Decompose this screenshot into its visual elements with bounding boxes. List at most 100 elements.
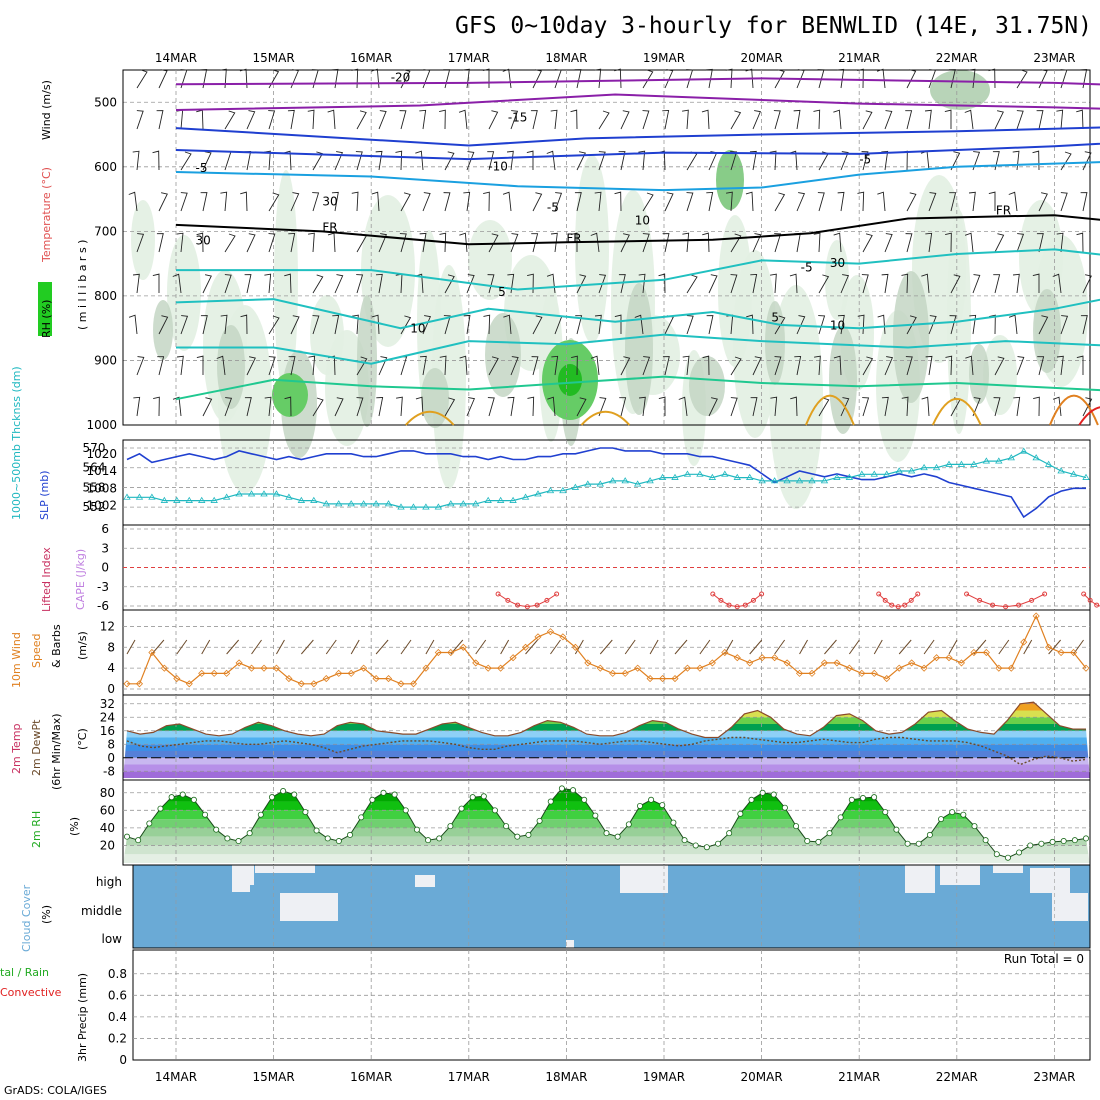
wind-speed-marker — [210, 669, 218, 677]
wind-barb — [686, 151, 698, 171]
wind-barb — [837, 191, 845, 212]
wind-barb — [488, 233, 499, 253]
wind-barb — [814, 355, 821, 376]
rh-marker — [436, 835, 443, 842]
rh-area — [969, 344, 989, 404]
wind-barb — [945, 232, 952, 253]
isotherm-line — [176, 248, 1100, 291]
wind-barb — [180, 192, 188, 212]
wind-barb — [136, 233, 145, 253]
wind-barb — [790, 396, 798, 417]
wind-barb — [1076, 232, 1084, 253]
rh-area — [983, 335, 1017, 415]
thickness-marker — [945, 460, 953, 467]
top-date-label: 18MAR — [545, 51, 587, 65]
wind-barb — [510, 356, 519, 376]
rh-marker — [257, 811, 264, 818]
wind-barb — [1060, 69, 1068, 89]
wind-barb — [1016, 356, 1025, 376]
wind-barb — [708, 274, 718, 294]
rh-marker — [558, 785, 565, 792]
rh2m-label: 2m RH — [30, 811, 43, 848]
wind-barb — [774, 69, 785, 89]
wind-barb — [1056, 232, 1064, 253]
wind-barb — [176, 109, 184, 130]
wind-barb — [224, 274, 232, 294]
wind-barb — [833, 109, 842, 130]
wind-barb-10m — [599, 639, 613, 655]
wind-barb — [246, 356, 256, 376]
rh-marker — [781, 804, 788, 811]
wind-speed-marker — [982, 648, 990, 657]
wind-barb — [308, 355, 316, 376]
rh-band — [123, 788, 1090, 793]
wind-barb — [1036, 233, 1044, 253]
wind-barb — [311, 69, 319, 89]
wind-barb — [862, 397, 870, 417]
thickness-marker — [646, 477, 654, 484]
wind-barb — [840, 397, 850, 417]
thickness-marker — [596, 480, 604, 487]
wind-speed-marker — [795, 669, 804, 677]
wind-barb — [483, 314, 491, 335]
thickness-marker — [708, 473, 717, 480]
thickness-marker — [472, 500, 480, 507]
wind-barb-10m — [749, 639, 763, 655]
wind-speed-marker — [260, 664, 268, 672]
wind-barb — [546, 150, 556, 171]
rh-area — [432, 265, 466, 489]
wind-barb — [576, 151, 586, 171]
wind-speed-marker — [459, 643, 467, 651]
wind-barb — [443, 192, 451, 212]
thickness-marker — [795, 477, 804, 484]
wind-barb — [487, 151, 495, 171]
temperature-label: Temperature (°C) — [40, 167, 53, 263]
wind-barb — [730, 274, 738, 294]
wind-barb — [526, 150, 534, 171]
warm-isotherm — [580, 410, 631, 426]
thickness-marker — [434, 503, 443, 510]
rh-label: RH (%) — [40, 300, 53, 338]
cloud-unit: (%) — [40, 905, 53, 924]
pressure-tick: 700 — [94, 224, 117, 238]
li-curve — [712, 593, 762, 608]
wind-barb — [571, 355, 578, 376]
wind-barb — [487, 397, 495, 417]
rh-marker — [302, 809, 309, 816]
wind-barb-10m — [824, 639, 837, 655]
wind10m-panel: 12 8 4 0 — [100, 609, 1091, 696]
wind-barb — [355, 151, 363, 171]
thickness-marker — [982, 457, 991, 464]
rh-marker — [659, 802, 666, 809]
wind-barb — [702, 232, 710, 253]
thickness-marker — [135, 493, 144, 500]
slp-tick: 1008 — [86, 481, 117, 495]
li-marker — [1042, 591, 1048, 597]
cloud-clear-patch — [255, 865, 315, 873]
li-marker — [908, 597, 914, 603]
wind-barb — [244, 274, 252, 294]
wind-barb — [876, 68, 886, 89]
wind-speed-marker — [434, 648, 442, 657]
rh-marker — [904, 840, 911, 847]
rh-area — [274, 170, 298, 394]
wind-speed-marker — [472, 659, 480, 667]
wind-barb — [638, 150, 646, 171]
rh-tick: 60 — [100, 803, 115, 817]
cloud-clear-patch — [905, 865, 935, 893]
wind-barb — [994, 356, 1005, 376]
wind-speed-marker — [310, 680, 318, 688]
rh-marker — [915, 840, 922, 847]
wind-barb — [745, 68, 754, 89]
wind-barb-10m — [201, 639, 211, 655]
li-marker — [1029, 597, 1035, 603]
thickness-marker — [447, 500, 455, 507]
wind-speed-marker — [671, 675, 679, 683]
wind-barb — [1056, 109, 1064, 130]
rh-marker — [614, 833, 621, 840]
precip-tick: 0 — [119, 1053, 127, 1067]
wind-barb — [224, 397, 233, 417]
wind-barb — [422, 192, 431, 212]
precip-labels: tal / Rain Convective 3hr Precip (mm) Ru… — [0, 952, 1084, 1062]
wind-barb — [1008, 314, 1018, 335]
